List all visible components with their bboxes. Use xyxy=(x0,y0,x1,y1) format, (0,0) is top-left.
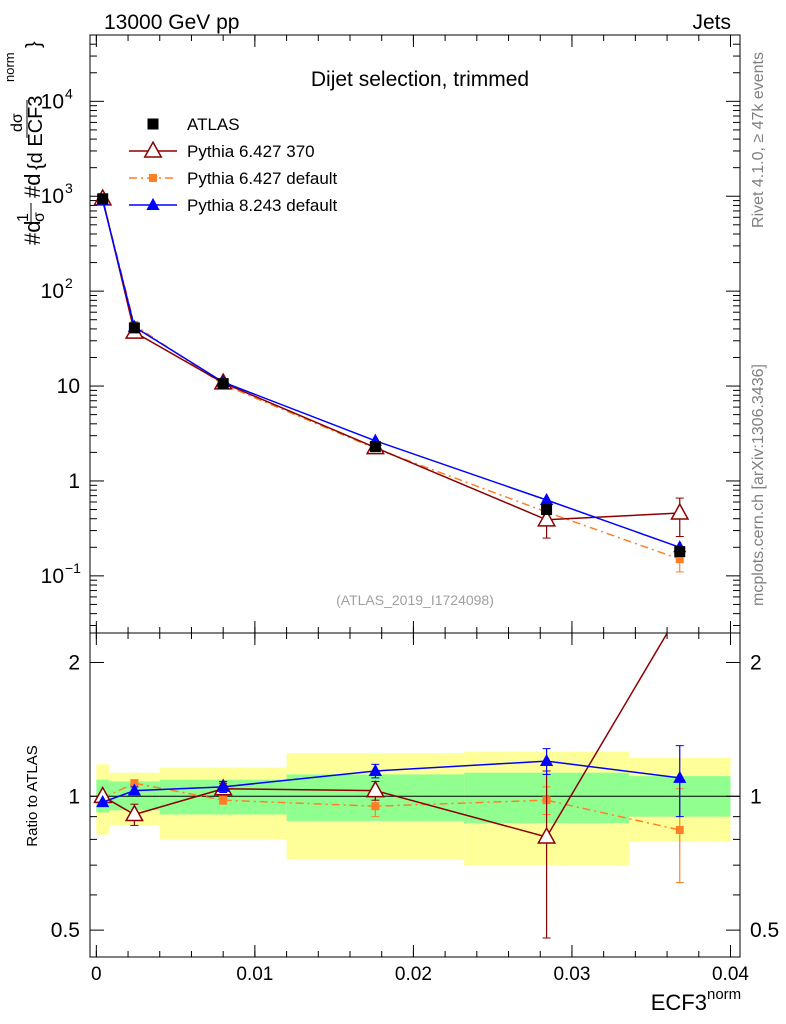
series-p6_def xyxy=(98,195,684,573)
y-tick-label: 1 xyxy=(68,470,80,493)
ratio-series-p6_370 xyxy=(93,632,668,939)
legend-label: Pythia 6.427 370 xyxy=(187,142,315,161)
ratio-tick-label-right: 1 xyxy=(750,785,762,808)
ratio-point-p8_def xyxy=(127,783,141,796)
rivet-label: Rivet 4.1.0, ≥ 47k events xyxy=(750,52,767,228)
legend: ATLAS Pythia 6.427 370 Pythia 6.427 defaul… xyxy=(129,115,338,215)
legend-item-p6_370: Pythia 6.427 370 xyxy=(129,140,315,161)
y-tick-base: 10 xyxy=(41,565,64,588)
legend-label: ATLAS xyxy=(187,115,240,134)
svg-text:σ: σ xyxy=(31,212,48,222)
x-axis-label: ECF3 norm xyxy=(651,986,741,1015)
ratio-tick-label-left: 0.5 xyxy=(51,919,80,942)
y-tick-base: 10 xyxy=(41,185,64,208)
svg-text:dσ: dσ xyxy=(9,113,26,132)
legend-marker xyxy=(143,140,163,158)
y-tick-label: 10 4 xyxy=(41,85,73,113)
series-line-p6_370 xyxy=(101,198,680,521)
ratio-line-p8_def xyxy=(102,760,680,803)
ratio-series-p8_def xyxy=(96,745,687,818)
ratio-point-p8_def xyxy=(673,770,687,783)
ratio-point-p6_370 xyxy=(537,826,557,844)
series-p6_370 xyxy=(93,188,690,539)
ratio-series xyxy=(93,632,687,939)
y-tick-exp: 3 xyxy=(65,180,73,196)
ratio-tick-label-left: 2 xyxy=(68,651,80,674)
series-p8_def xyxy=(96,193,687,553)
ratio-point-p8_def xyxy=(539,753,554,767)
y-tick-exp: −1 xyxy=(65,560,81,576)
ratio-point-p8_def xyxy=(368,763,382,776)
svg-text:norm: norm xyxy=(2,52,17,82)
svg-text:ECF3: ECF3 xyxy=(651,990,707,1015)
data-point-p6_def xyxy=(675,555,684,564)
y-tick-exp: 4 xyxy=(65,85,73,101)
y-tick-label: 10 xyxy=(57,375,80,398)
y-tick-base: 10 xyxy=(41,280,64,303)
watermark: (ATLAS_2019_I1724098) xyxy=(336,592,494,608)
svg-text:#d: #d xyxy=(20,174,45,198)
x-tick-label: 0.03 xyxy=(553,964,590,985)
header-left: 13000 GeV pp xyxy=(104,11,239,34)
x-tick-label: 0 xyxy=(91,964,102,985)
x-tick-label: 0.01 xyxy=(236,964,273,985)
data-point-atlas xyxy=(369,441,381,453)
legend-item-p6_def: Pythia 6.427 default xyxy=(129,169,338,188)
svg-text:}: } xyxy=(23,41,45,48)
svg-text:{d ECF3: {d ECF3 xyxy=(25,96,47,170)
legend-label: Pythia 8.243 default xyxy=(187,196,338,215)
data-point-atlas xyxy=(97,193,109,205)
y-tick-label: 10 −1 xyxy=(41,560,82,588)
data-point-atlas xyxy=(674,546,686,558)
ratio-line-p6_def xyxy=(102,782,680,831)
ratio-point-p6_def xyxy=(675,825,684,834)
ratio-point-p8_def xyxy=(96,795,110,808)
data-point-atlas xyxy=(128,322,140,334)
y-tick-base: 10 xyxy=(57,375,80,398)
series-line-p6_def xyxy=(101,199,681,560)
ratio-tick-label-right: 2 xyxy=(750,651,762,674)
svg-text:1: 1 xyxy=(15,213,32,222)
x-tick-label: 0.04 xyxy=(712,964,749,985)
ratio-point-p8_def xyxy=(216,779,230,792)
data-point-p6_370 xyxy=(670,502,690,520)
ratio-line-p6_370 xyxy=(102,632,668,838)
data-point-atlas xyxy=(541,504,553,516)
data-point-atlas xyxy=(217,378,229,390)
svg-text:#d: #d xyxy=(20,221,45,245)
ratio-point-p6_370 xyxy=(365,780,385,798)
ratio-point-p6_def xyxy=(371,802,380,811)
y-tick-label: 10 2 xyxy=(41,275,73,303)
legend-item-atlas: ATLAS xyxy=(147,115,240,134)
data-point-p6_370 xyxy=(537,509,557,527)
series-atlas xyxy=(97,193,686,558)
legend-marker xyxy=(147,118,159,130)
ratio-tick-label-right: 0.5 xyxy=(750,919,779,942)
header-right: Jets xyxy=(692,11,731,34)
ratio-point-p6_def xyxy=(219,796,228,805)
svg-text:norm: norm xyxy=(707,986,741,1003)
y-tick-base: 1 xyxy=(68,470,80,493)
y-tick-base: 10 xyxy=(41,90,64,113)
main-series xyxy=(93,188,690,573)
legend-label: Pythia 6.427 default xyxy=(187,169,338,188)
mcplots-label: mcplots.cern.ch [arXiv:1306.3436] xyxy=(750,364,767,606)
legend-marker xyxy=(146,197,160,210)
data-point-p8_def xyxy=(539,492,554,505)
x-tick-label: 0.02 xyxy=(395,964,432,985)
ratio-point-p6_def xyxy=(130,779,139,788)
legend-item-p8_def: Pythia 8.243 default xyxy=(129,196,338,215)
y-tick-label: 10 3 xyxy=(41,180,73,208)
ratio-tick-label-left: 1 xyxy=(68,785,80,808)
legend-marker xyxy=(149,174,157,182)
ratio-point-p6_370 xyxy=(124,804,144,822)
y-tick-exp: 2 xyxy=(65,275,73,291)
series-line-p8_def xyxy=(101,200,681,548)
y-axis-label-ratio: Ratio to ATLAS xyxy=(24,745,41,846)
ratio-frame xyxy=(89,632,741,958)
chart-title: Dijet selection, trimmed xyxy=(311,68,529,91)
y-axis-label-main: #d 1 σ #d dσ {d ECF3 norm } xyxy=(2,41,48,245)
